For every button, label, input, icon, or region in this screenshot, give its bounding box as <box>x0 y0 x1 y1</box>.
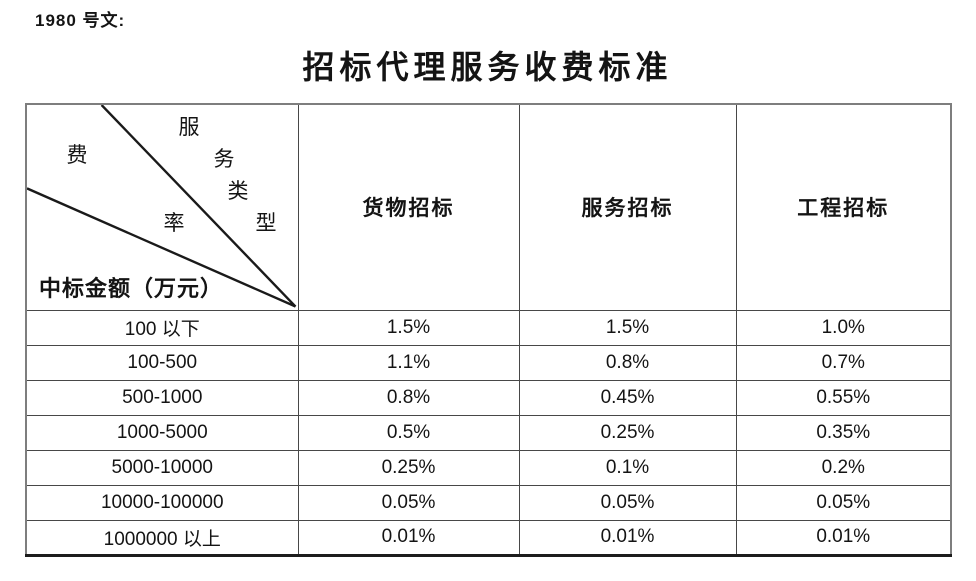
rate-cell: 0.8% <box>518 344 737 381</box>
rate-cell: 0.35% <box>735 414 952 451</box>
rate-cell: 0.8% <box>297 379 520 416</box>
column-header-service-bidding: 服务招标 <box>518 103 737 311</box>
table-row: 10000-100000 0.05% 0.05% 0.05% <box>25 484 952 521</box>
rate-cell: 0.05% <box>518 484 737 521</box>
table-row: 500-1000 0.8% 0.45% 0.55% <box>25 379 952 416</box>
rate-cell: 0.25% <box>297 449 520 486</box>
table-corner-cell: 服 务 类 型 费 率 中标金额（万元） <box>25 103 299 311</box>
rate-cell: 0.2% <box>735 449 952 486</box>
table-row: 1000000 以上 0.01% 0.01% 0.01% <box>25 519 952 556</box>
corner-label-service-type-char: 务 <box>213 147 235 171</box>
rate-cell: 1.0% <box>735 309 952 346</box>
rate-cell: 0.05% <box>297 484 520 521</box>
table-header-row: 服 务 类 型 费 率 中标金额（万元） 货物招标 服务招标 工程招标 <box>25 103 952 311</box>
amount-range-cell: 5000-10000 <box>25 449 299 486</box>
rate-cell: 0.01% <box>297 519 520 556</box>
rate-cell: 0.55% <box>735 379 952 416</box>
corner-label-service-type-char: 类 <box>227 179 249 203</box>
doc-number-label: 1980 号文: <box>35 11 126 30</box>
column-header-goods-bidding: 货物招标 <box>297 103 520 311</box>
rate-cell: 0.45% <box>518 379 737 416</box>
rate-cell: 0.25% <box>518 414 737 451</box>
rate-cell: 1.1% <box>297 344 520 381</box>
rate-cell: 0.01% <box>735 519 952 556</box>
page-title: 招标代理服务收费标准 <box>302 49 673 85</box>
corner-label-fee-rate-char: 费 <box>66 143 88 167</box>
table-row: 1000-5000 0.5% 0.25% 0.35% <box>25 414 952 451</box>
column-header-project-bidding: 工程招标 <box>735 103 952 311</box>
amount-range-cell: 10000-100000 <box>25 484 299 521</box>
rate-cell: 0.05% <box>735 484 952 521</box>
corner-label-bid-amount: 中标金额（万元） <box>39 275 224 301</box>
amount-range-cell: 500-1000 <box>25 379 299 416</box>
amount-range-cell: 1000-5000 <box>25 414 299 451</box>
corner-label-service-type-char: 型 <box>255 211 277 235</box>
corner-label-fee-rate-char: 率 <box>163 211 185 235</box>
rate-cell: 1.5% <box>297 309 520 346</box>
rate-cell: 0.7% <box>735 344 952 381</box>
amount-range-cell: 100 以下 <box>25 309 299 346</box>
diagonal-divider-lines <box>27 105 297 308</box>
table-row: 5000-10000 0.25% 0.1% 0.2% <box>25 449 952 486</box>
table-row: 100 以下 1.5% 1.5% 1.0% <box>25 309 952 346</box>
amount-range-cell: 100-500 <box>25 344 299 381</box>
corner-label-service-type-char: 服 <box>178 115 200 139</box>
rate-cell: 0.1% <box>518 449 737 486</box>
amount-range-cell: 1000000 以上 <box>25 519 299 556</box>
fee-standard-table: 服 务 类 型 费 率 中标金额（万元） 货物招标 服务招标 工程招标 100 … <box>25 103 952 557</box>
table-row: 100-500 1.1% 0.8% 0.7% <box>25 344 952 381</box>
rate-cell: 1.5% <box>518 309 737 346</box>
rate-cell: 0.5% <box>297 414 520 451</box>
rate-cell: 0.01% <box>518 519 737 556</box>
